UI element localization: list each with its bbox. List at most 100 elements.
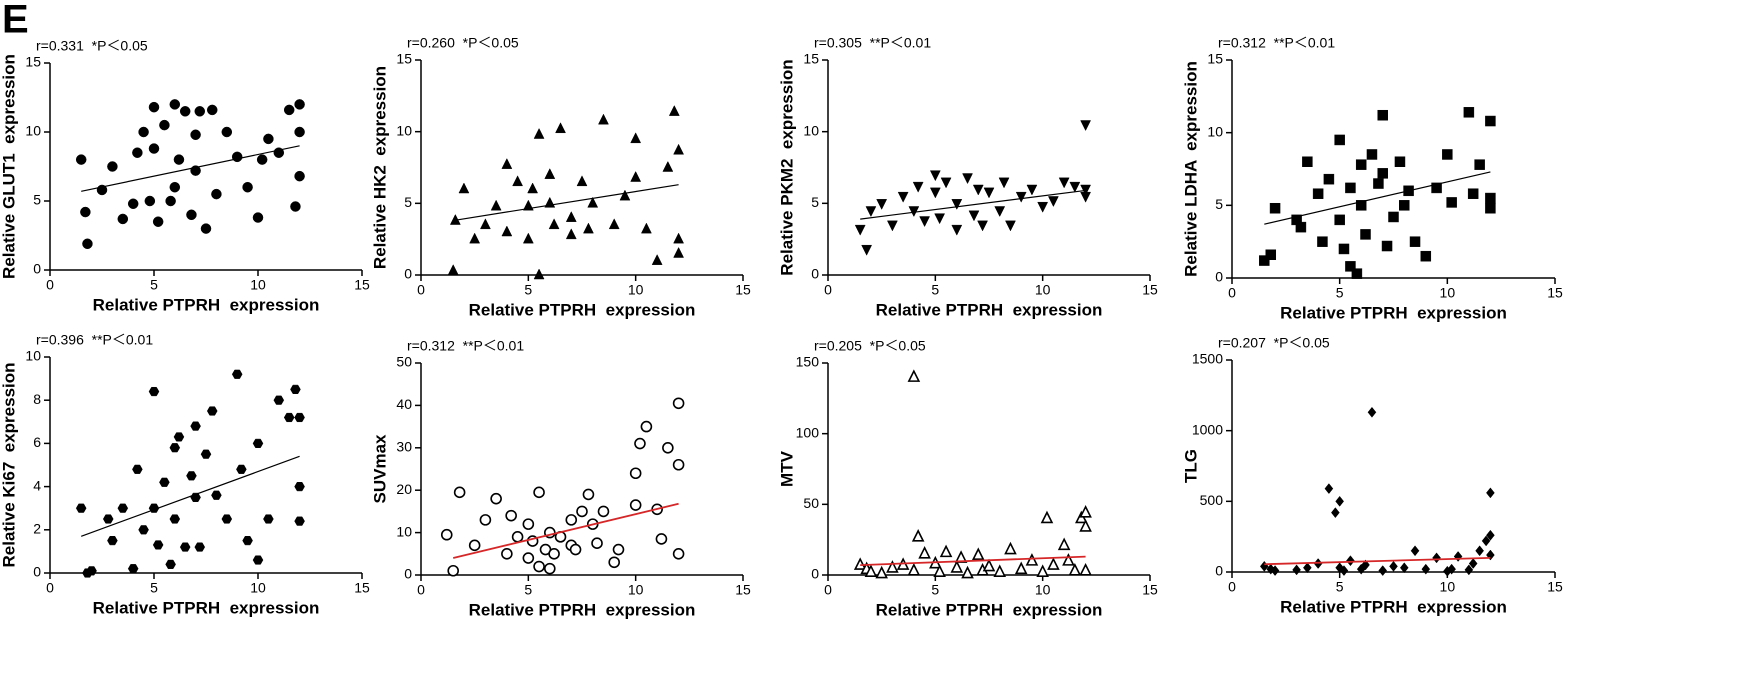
- y-tick-label: 15: [1207, 51, 1223, 67]
- data-point: [672, 458, 685, 471]
- data-point: [640, 420, 653, 433]
- data-point: [630, 170, 642, 182]
- data-point: [582, 488, 595, 501]
- data-point: [875, 565, 888, 579]
- data-point: [256, 154, 268, 165]
- data-point: [252, 438, 264, 448]
- data-point: [629, 467, 642, 480]
- y-axis-label: TLG: [1181, 449, 1200, 483]
- y-tick-label: 10: [25, 348, 41, 364]
- data-point: [468, 539, 481, 552]
- data-point: [190, 421, 201, 431]
- data-point: [912, 181, 924, 193]
- data-point: [1335, 495, 1344, 507]
- data-point: [148, 386, 160, 397]
- panel: r=0.207 *P＜0.05 Relative PTPRH expression…: [1181, 335, 1563, 617]
- x-tick-label: 0: [1228, 579, 1236, 595]
- trend-line: [1264, 556, 1491, 566]
- data-point: [886, 560, 899, 573]
- data-point: [169, 181, 181, 193]
- data-point: [512, 175, 524, 187]
- data-point: [1373, 178, 1384, 189]
- x-tick-label: 10: [628, 282, 644, 298]
- data-point: [565, 228, 577, 240]
- y-axis-label: Relative LDHA expression: [1181, 61, 1200, 277]
- data-point: [1467, 188, 1479, 199]
- data-point: [1485, 202, 1496, 214]
- data-point: [283, 104, 295, 116]
- data-point: [169, 99, 181, 110]
- data-point: [972, 184, 984, 196]
- y-tick-label: 10: [803, 122, 819, 138]
- y-tick-label: 6: [33, 434, 41, 450]
- data-point: [186, 471, 197, 481]
- data-point: [1377, 168, 1388, 179]
- x-tick-label: 15: [735, 582, 751, 598]
- data-point: [1442, 149, 1453, 160]
- data-point: [886, 220, 898, 232]
- y-axis-label: Relative Ki67 expression: [0, 362, 18, 567]
- y-tick-label: 5: [811, 194, 819, 210]
- data-point: [1047, 557, 1060, 570]
- data-point: [1079, 519, 1092, 532]
- data-point: [962, 173, 973, 185]
- data-point: [1004, 541, 1017, 555]
- data-point: [961, 565, 974, 579]
- data-point: [1303, 562, 1312, 574]
- x-tick-label: 5: [524, 582, 532, 598]
- y-tick-label: 8: [33, 391, 41, 407]
- y-tick-label: 150: [796, 354, 820, 370]
- y-tick-label: 30: [396, 439, 412, 455]
- data-point: [1334, 134, 1345, 146]
- data-point: [548, 547, 560, 560]
- y-tick-label: 15: [396, 51, 412, 67]
- data-point: [1431, 182, 1442, 194]
- y-tick-label: 15: [803, 51, 819, 67]
- panel: r=0.260 *P＜0.05 Relative PTPRH expression…: [370, 35, 751, 320]
- data-point: [1015, 191, 1027, 203]
- y-tick-label: 1500: [1192, 351, 1223, 367]
- data-point: [138, 126, 149, 138]
- data-point: [533, 560, 545, 573]
- panel: r=0.396 **P＜0.01 Relative PTPRH expressio…: [0, 332, 370, 618]
- data-point: [453, 486, 466, 499]
- x-tick-label: 10: [628, 582, 644, 598]
- data-point: [591, 537, 603, 550]
- annotation: r=0.312 **P＜0.01: [1218, 35, 1335, 51]
- y-tick-label: 2: [33, 521, 41, 537]
- data-point: [132, 147, 143, 158]
- data-point: [231, 369, 243, 379]
- data-point: [555, 122, 566, 134]
- data-point: [1360, 229, 1371, 240]
- data-point: [1355, 200, 1367, 211]
- data-point: [1361, 559, 1370, 571]
- data-point: [263, 514, 274, 524]
- data-point: [75, 503, 87, 513]
- data-point: [934, 213, 946, 225]
- data-point: [668, 105, 680, 116]
- data-point: [1468, 558, 1478, 569]
- data-point: [1295, 221, 1307, 233]
- data-point: [1464, 564, 1474, 576]
- x-tick-label: 15: [735, 282, 751, 298]
- data-point: [1014, 561, 1028, 575]
- y-tick-label: 0: [811, 266, 819, 282]
- x-tick-label: 10: [1035, 582, 1051, 598]
- y-axis-label: Relative PKM2 expression: [777, 59, 796, 275]
- data-point: [169, 443, 181, 453]
- data-point: [1080, 120, 1092, 132]
- data-point: [1025, 553, 1039, 566]
- data-point: [569, 543, 582, 556]
- y-tick-label: 0: [1215, 563, 1223, 579]
- data-point: [1399, 200, 1410, 211]
- data-point: [242, 536, 253, 546]
- data-point: [138, 525, 149, 535]
- data-point: [200, 223, 212, 234]
- y-axis-label: Relative HK2 expression: [370, 66, 389, 269]
- x-tick-label: 0: [417, 582, 425, 598]
- x-tick-label: 15: [1142, 282, 1158, 298]
- data-point: [933, 564, 946, 577]
- data-point: [1388, 211, 1399, 223]
- x-tick-label: 5: [1336, 579, 1344, 595]
- data-point: [522, 552, 535, 564]
